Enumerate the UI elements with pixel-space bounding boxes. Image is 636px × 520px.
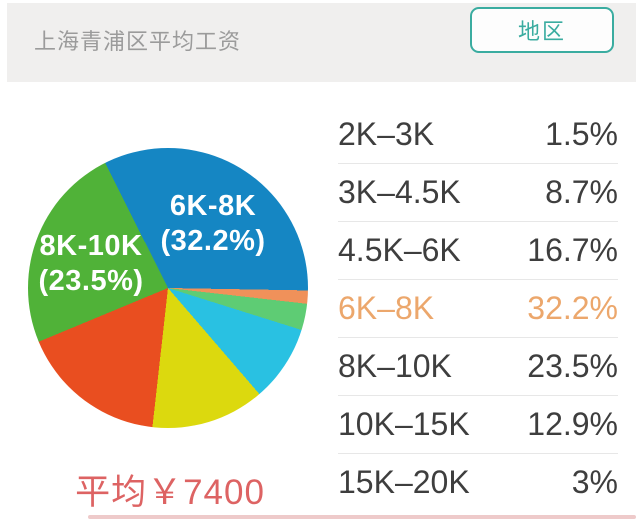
pie-chart	[28, 148, 308, 428]
bottom-divider	[88, 515, 636, 519]
salary-percent: 23.5%	[527, 348, 618, 384]
salary-range: 15K–20K	[338, 464, 470, 500]
salary-percent: 8.7%	[545, 174, 618, 210]
page-title: 上海青浦区平均工资	[34, 29, 242, 54]
header-bar: 上海青浦区平均工资 地区	[7, 3, 636, 82]
salary-range: 6K–8K	[338, 290, 435, 326]
average-salary-label: 平均￥7400	[75, 473, 265, 512]
list-item: 8K–10K 23.5%	[338, 338, 618, 396]
salary-percent: 1.5%	[545, 116, 618, 152]
list-item: 10K–15K 12.9%	[338, 396, 618, 454]
salary-distribution-list: 2K–3K 1.5% 3K–4.5K 8.7% 4.5K–6K 16.7% 6K–8K 32.…	[338, 106, 618, 511]
region-button[interactable]: 地区	[470, 7, 614, 53]
salary-range: 4.5K–6K	[338, 232, 461, 268]
list-item: 6K–8K 32.2%	[338, 280, 618, 338]
list-item: 2K–3K 1.5%	[338, 106, 618, 164]
salary-percent: 3%	[571, 464, 618, 500]
salary-range: 3K–4.5K	[338, 174, 461, 210]
salary-percent: 16.7%	[527, 232, 618, 268]
list-item: 15K–20K 3%	[338, 454, 618, 511]
salary-range: 8K–10K	[338, 348, 452, 384]
list-item: 3K–4.5K 8.7%	[338, 164, 618, 222]
list-item: 4.5K–6K 16.7%	[338, 222, 618, 280]
salary-range: 10K–15K	[338, 406, 470, 442]
salary-percent: 32.2%	[527, 290, 618, 326]
salary-percent: 12.9%	[527, 406, 618, 442]
salary-range: 2K–3K	[338, 116, 435, 152]
